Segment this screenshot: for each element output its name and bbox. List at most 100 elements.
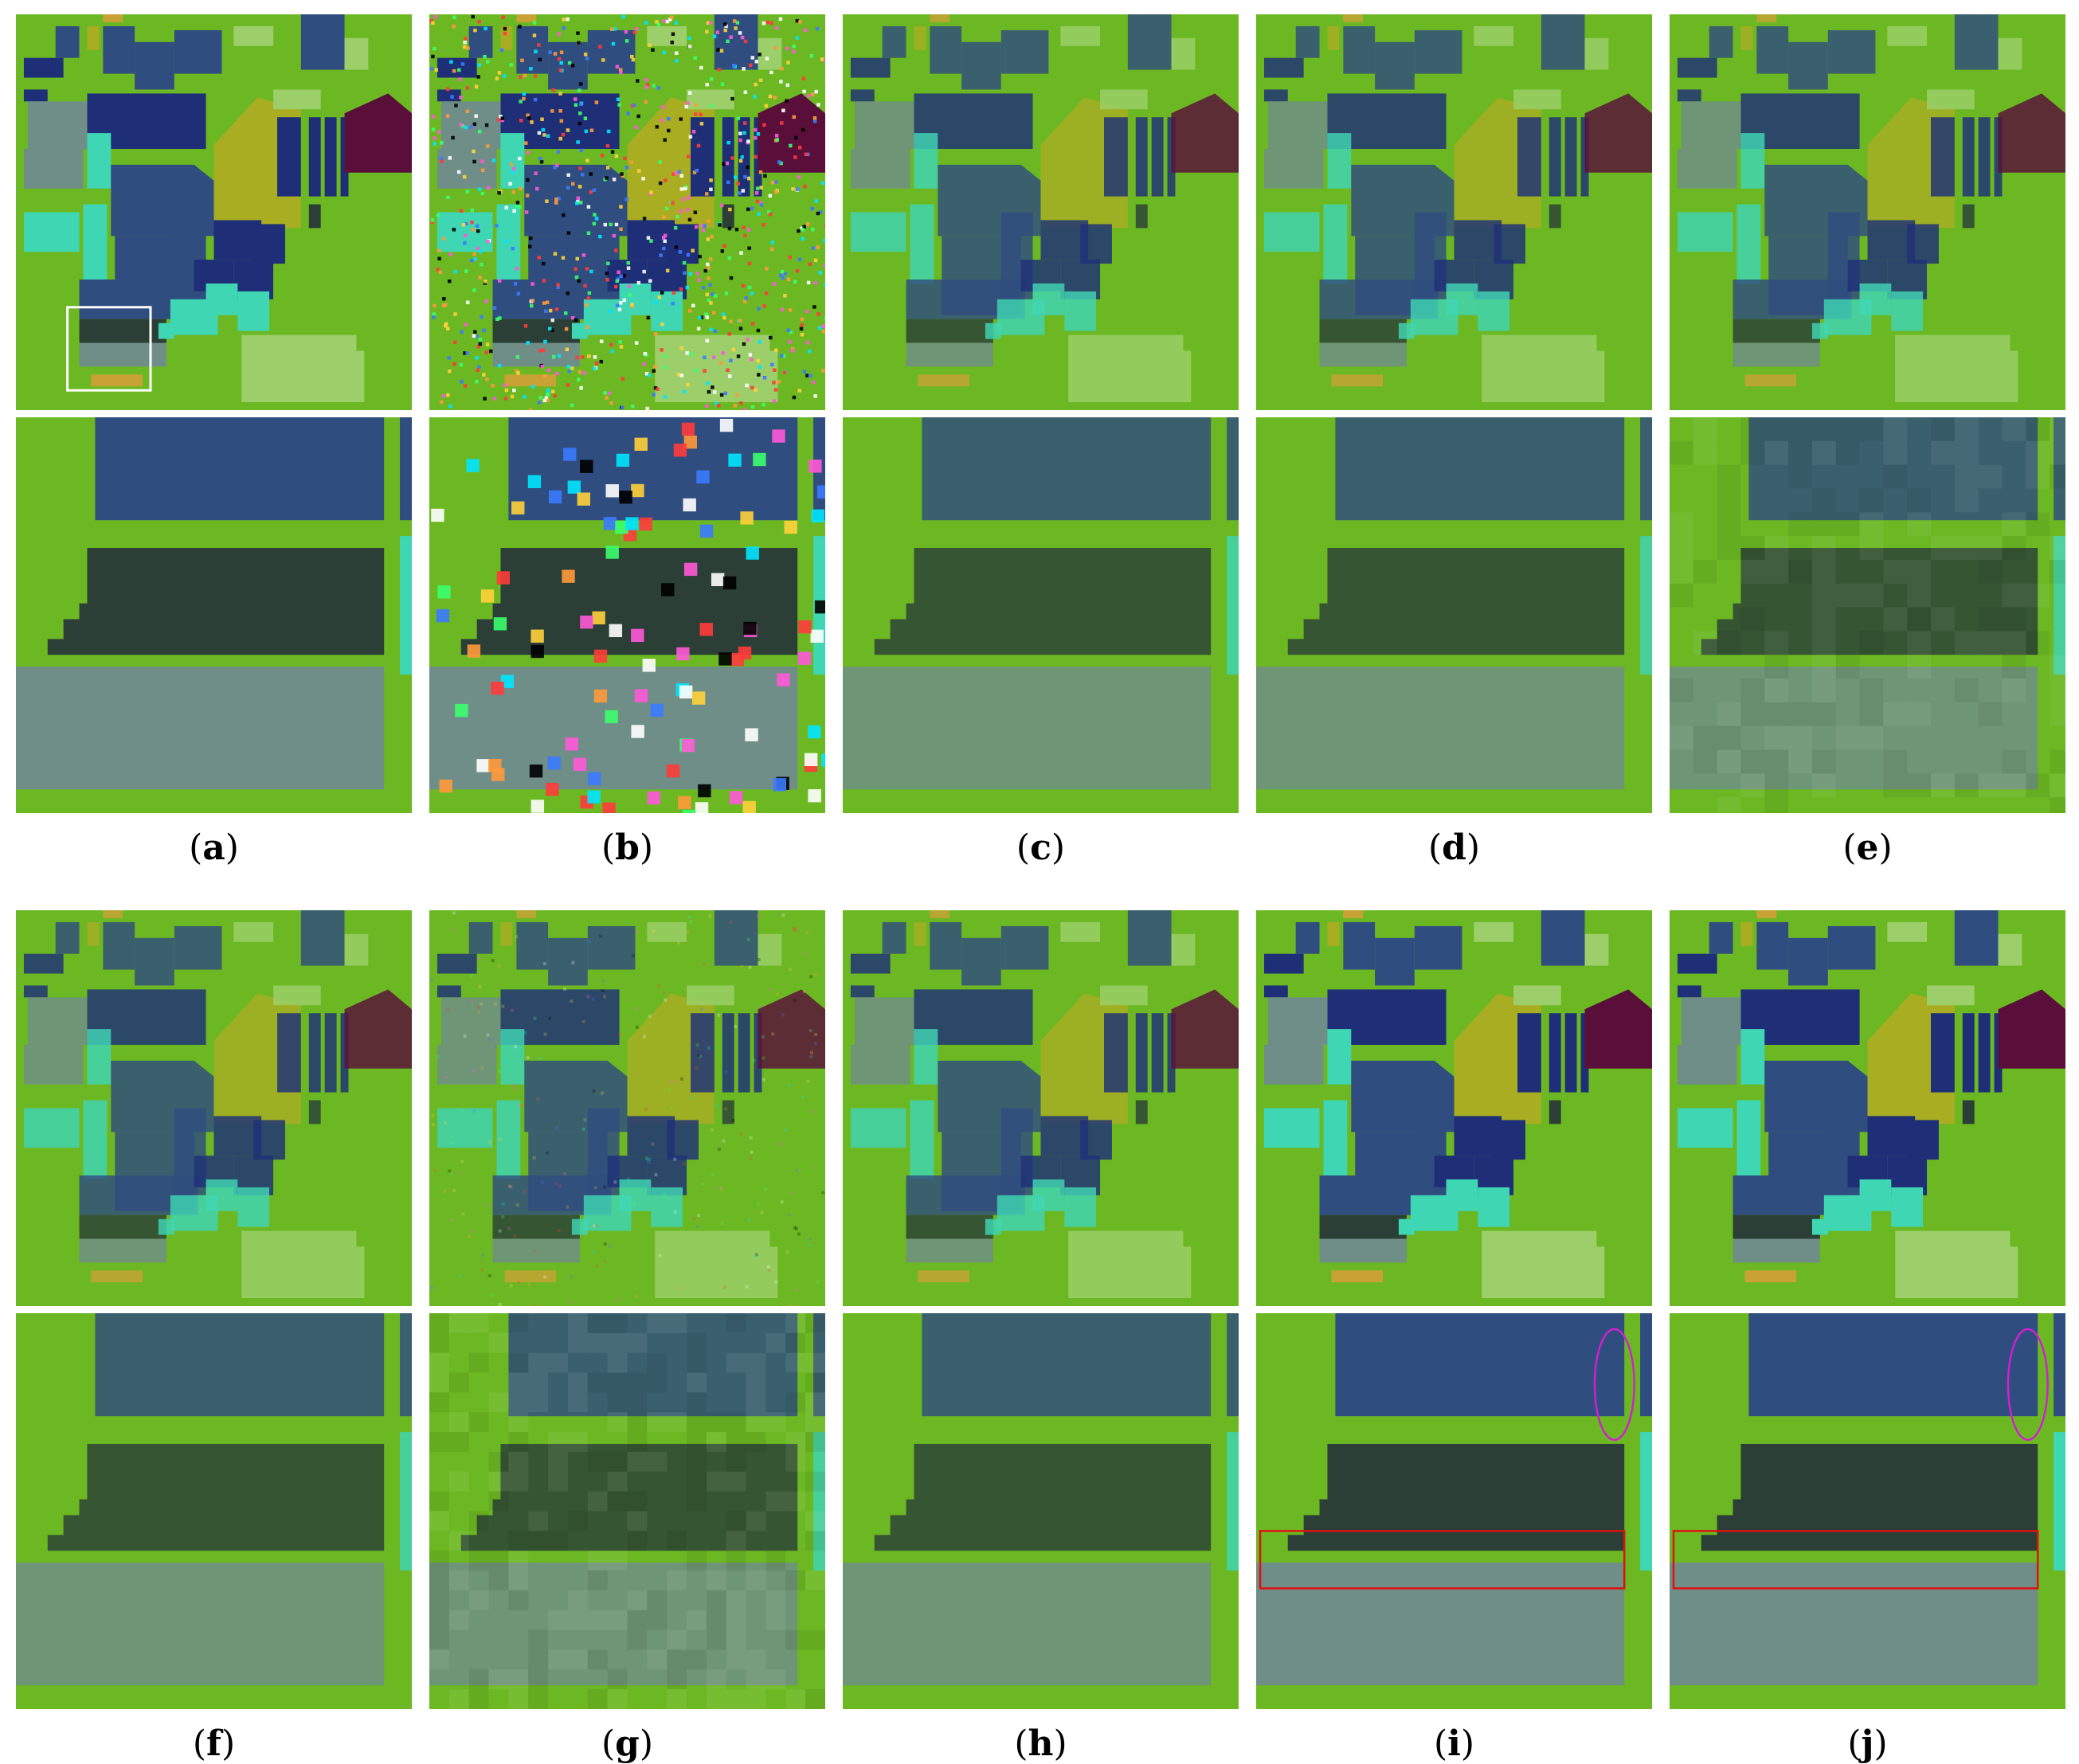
panel-b-noise-pixel — [594, 361, 599, 366]
panel-g-zoom-block-artifact — [785, 1689, 806, 1709]
panel-g-zoom-block-artifact — [468, 1689, 489, 1709]
panel-g-zoom-map — [429, 1313, 825, 1709]
panel-g-noise-pixel — [689, 1096, 693, 1100]
panel-c-zoom-map — [843, 417, 1239, 813]
panel-b-noise-pixel — [432, 312, 437, 316]
panel-g-noise-pixel — [486, 1033, 490, 1037]
panel-g-region-olive — [500, 921, 513, 946]
panel-c-region-gray — [850, 148, 910, 189]
panel-b-noise-pixel — [510, 394, 515, 399]
panel-b-noise-pixel — [436, 213, 440, 217]
panel-j-region-navy — [1962, 1013, 1975, 1093]
panel-g-noise-pixel — [728, 920, 732, 924]
panel-b-caption: (b) — [601, 827, 654, 868]
panel-b-noise-pixel — [727, 374, 732, 378]
panel-g-noise-pixel — [794, 929, 798, 933]
panel-b-noise-pixel — [808, 262, 812, 266]
panel-g-zoom-block-artifact — [528, 1689, 549, 1709]
panel-g-zoom-block-artifact — [746, 1689, 766, 1709]
panel-b-zoom-noise-pixel — [661, 583, 675, 596]
panel-d-region-lightgreen — [1584, 37, 1609, 70]
panel-b-noise-pixel — [767, 209, 771, 214]
panel-b-noise-pixel — [720, 249, 725, 253]
panel-b-noise-pixel — [723, 22, 727, 26]
panel-g-region-lightgreen — [655, 1230, 778, 1299]
panel-b-noise-pixel — [434, 68, 439, 72]
panel-b-noise-pixel — [621, 174, 625, 178]
panel-f-region-gold — [103, 910, 123, 918]
panel-g-noise-pixel — [486, 1203, 490, 1207]
panel-e-region-slate — [1954, 14, 1999, 70]
panel-b-region-slate — [548, 41, 588, 90]
panel-b-noise-pixel — [617, 103, 621, 107]
panel-g-noise-pixel — [808, 1237, 812, 1241]
panel-b-noise-pixel — [741, 189, 746, 193]
panel-b-zoom-noise-pixel — [673, 444, 687, 457]
panel-g-noise-pixel — [593, 1224, 597, 1228]
panel-b-zoom-noise-pixel — [695, 802, 709, 813]
panel-b-noise-pixel — [578, 82, 583, 86]
panel-b-noise-pixel — [442, 297, 446, 301]
panel-g-zoom-block-artifact — [746, 1511, 766, 1531]
panel-f-zoom-region-gray — [16, 1563, 385, 1686]
panel-g-zoom-block-artifact — [429, 1511, 449, 1531]
panel-b-zoom-noise-pixel — [631, 628, 644, 643]
panel-g-noise-pixel — [452, 929, 456, 933]
panel-d-region-cyan — [1323, 204, 1348, 284]
panel-b-noise-pixel — [795, 36, 799, 40]
panel-b-noise-pixel — [621, 377, 625, 381]
panel-b-noise-pixel — [668, 18, 672, 22]
panel-e-zoom-block-artifact — [2050, 773, 2065, 798]
panel-g-noise-pixel — [749, 1156, 753, 1160]
panel-b-noise-pixel — [623, 156, 627, 161]
panel-b-noise-pixel — [581, 253, 586, 257]
panel-b-noise-pixel — [671, 301, 675, 306]
panel-b-noise-pixel — [615, 279, 620, 284]
panel-b-noise-pixel — [816, 245, 820, 249]
panel-b-noise-pixel — [575, 201, 579, 205]
panel-b-noise-pixel — [504, 205, 508, 209]
panel-b-noise-pixel — [546, 393, 550, 397]
panel-b-noise-pixel — [768, 194, 773, 198]
panel-b-noise-pixel — [463, 384, 468, 388]
panel-b-noise-pixel — [748, 353, 753, 357]
panel-b-noise-pixel — [772, 399, 777, 403]
panel-b-noise-pixel — [648, 279, 652, 283]
panel-e-zoom-block-artifact — [1835, 417, 1860, 441]
panel-e-zoom-block-artifact — [1717, 631, 1741, 655]
panel-b-noise-pixel — [789, 143, 793, 148]
panel-e-zoom-block-artifact — [1788, 559, 1812, 584]
panel-b-noise-pixel — [673, 225, 678, 230]
panel-h-region-cyan — [914, 1029, 938, 1085]
panel-b-noise-pixel — [644, 100, 648, 104]
panel-b-noise-pixel — [699, 315, 704, 319]
panel-g-zoom-block-artifact — [567, 1649, 588, 1670]
panel-b-noise-pixel — [757, 307, 761, 311]
panel-b-noise-pixel — [705, 29, 709, 34]
panel-b-region-gold — [504, 374, 557, 387]
panel-f-region-cyan — [87, 1029, 112, 1085]
panel-b-zoom-noise-pixel — [691, 691, 706, 705]
panel-b-noise-pixel — [803, 184, 807, 189]
panel-g-noise-pixel — [656, 984, 660, 988]
panel-b-noise-pixel — [563, 311, 568, 315]
panel-a-region-lightgreen — [273, 89, 321, 110]
panel-b-noise-pixel — [465, 86, 470, 90]
panel-g-zoom-block-artifact — [746, 1669, 766, 1690]
panel-f-zoom-region-darkgreen — [16, 1444, 385, 1551]
panel-h-region-darkgreen — [1135, 1100, 1148, 1125]
panel-e-region-gold — [1744, 374, 1797, 387]
panel-f-region-olive — [87, 921, 100, 946]
panel-b-zoom-noise-pixel — [563, 448, 577, 461]
panel-b-noise-pixel — [487, 186, 491, 190]
panel-g-zoom-block-artifact — [607, 1412, 628, 1433]
panel-g-zoom-block-artifact — [706, 1570, 726, 1590]
panel-g-noise-pixel — [498, 1070, 502, 1074]
panel-h-zoom — [843, 1313, 1239, 1709]
panel-b-zoom-noise-pixel — [588, 772, 601, 785]
panel-b-noise-pixel — [664, 366, 668, 370]
panel-b-noise-pixel — [554, 201, 558, 205]
panel-b-noise-pixel — [483, 397, 487, 401]
panel-b-noise-pixel — [611, 41, 616, 46]
panel-a-zoom-region-gray — [16, 667, 385, 790]
